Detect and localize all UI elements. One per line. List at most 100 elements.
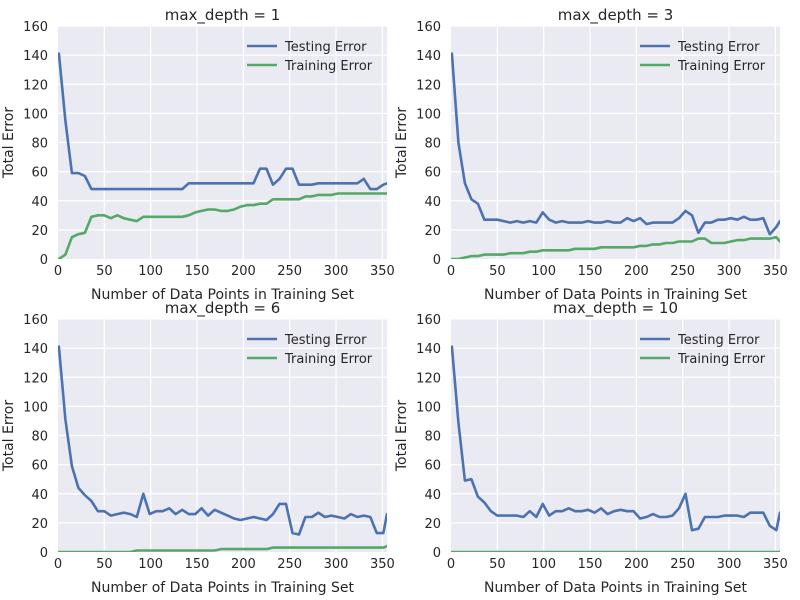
x-tick-label: 50 bbox=[96, 264, 113, 279]
x-tick-label: 350 bbox=[370, 264, 395, 279]
y-tick-label: 80 bbox=[424, 430, 441, 445]
y-tick-label: 0 bbox=[40, 253, 48, 268]
y-tick-label: 60 bbox=[31, 166, 48, 181]
y-tick-label: 40 bbox=[424, 488, 441, 503]
legend: Testing Error Training Error bbox=[640, 40, 766, 74]
series-group bbox=[451, 345, 780, 552]
x-tick-label: 0 bbox=[447, 264, 455, 279]
x-tick-label: 100 bbox=[138, 557, 163, 572]
x-tick-label: 250 bbox=[277, 264, 302, 279]
x-tick-label: 50 bbox=[96, 557, 113, 572]
series-line-testing-error bbox=[58, 345, 387, 536]
x-tick-label: 150 bbox=[185, 557, 210, 572]
y-tick-label: 120 bbox=[23, 78, 48, 93]
subplot-4: 0 50 100 150 200 250 300 350 0 20 40 60 80 100 120 140 1… bbox=[394, 299, 788, 596]
legend-label: Training Error bbox=[677, 352, 766, 367]
legend-label: Testing Error bbox=[284, 333, 367, 348]
x-tick-label: 100 bbox=[138, 264, 163, 279]
y-tick-label: 80 bbox=[31, 430, 48, 445]
y-tick-label: 20 bbox=[31, 517, 48, 532]
legend: Testing Error Training Error bbox=[247, 40, 373, 74]
y-axis-label: Total Error bbox=[1, 107, 17, 180]
subplot-3: 0 50 100 150 200 250 300 350 0 20 40 60 80 100 120 140 1… bbox=[1, 299, 395, 596]
y-tick-label: 160 bbox=[23, 20, 48, 35]
y-tick-label: 80 bbox=[31, 137, 48, 152]
y-tick-label: 40 bbox=[424, 195, 441, 210]
y-tick-label: 140 bbox=[23, 49, 48, 64]
x-axis-label: Number of Data Points in Training Set bbox=[91, 580, 354, 596]
legend-label: Training Error bbox=[284, 59, 373, 74]
series-line-training-error bbox=[58, 544, 387, 552]
x-tick-label: 200 bbox=[231, 557, 256, 572]
x-tick-label: 300 bbox=[717, 557, 742, 572]
subplot-title: max_depth = 6 bbox=[165, 299, 281, 318]
x-tick-label: 250 bbox=[277, 557, 302, 572]
x-tick-label: 100 bbox=[531, 264, 556, 279]
y-tick-label: 60 bbox=[31, 459, 48, 474]
y-tick-label: 160 bbox=[416, 313, 441, 328]
legend-label: Testing Error bbox=[677, 333, 760, 348]
y-axis-label: Total Error bbox=[394, 400, 410, 473]
y-tick-label: 40 bbox=[31, 195, 48, 210]
series-line-training-error bbox=[451, 235, 780, 259]
x-tick-label: 150 bbox=[578, 264, 603, 279]
x-tick-label: 250 bbox=[670, 557, 695, 572]
x-tick-label: 200 bbox=[624, 557, 649, 572]
y-axis-label: Total Error bbox=[394, 107, 410, 180]
subplot-1: 0 50 100 150 200 250 300 350 0 20 40 60 80 100 120 140 1… bbox=[1, 6, 395, 303]
y-axis-label: Total Error bbox=[1, 400, 17, 473]
y-tick-label: 100 bbox=[23, 400, 48, 415]
x-tick-label: 300 bbox=[717, 264, 742, 279]
y-tick-label: 20 bbox=[31, 224, 48, 239]
x-axis-label: Number of Data Points in Training Set bbox=[91, 287, 354, 303]
subplot-title: max_depth = 3 bbox=[558, 6, 674, 25]
x-axis-label: Number of Data Points in Training Set bbox=[484, 580, 747, 596]
x-tick-label: 300 bbox=[324, 264, 349, 279]
x-tick-label: 250 bbox=[670, 264, 695, 279]
y-tick-label: 40 bbox=[31, 488, 48, 503]
x-axis-label: Number of Data Points in Training Set bbox=[484, 287, 747, 303]
x-tick-label: 350 bbox=[763, 264, 788, 279]
y-tick-label: 20 bbox=[424, 224, 441, 239]
y-tick-label: 120 bbox=[416, 371, 441, 386]
legend-label: Training Error bbox=[284, 352, 373, 367]
y-tick-label: 140 bbox=[416, 342, 441, 357]
x-tick-label: 0 bbox=[447, 557, 455, 572]
x-tick-label: 300 bbox=[324, 557, 349, 572]
legend-label: Testing Error bbox=[677, 40, 760, 55]
series-group bbox=[58, 52, 387, 259]
y-tick-label: 160 bbox=[416, 20, 441, 35]
y-tick-label: 80 bbox=[424, 137, 441, 152]
subplot-2: 0 50 100 150 200 250 300 350 0 20 40 60 80 100 120 140 1… bbox=[394, 6, 788, 303]
y-tick-label: 20 bbox=[424, 517, 441, 532]
x-tick-label: 150 bbox=[578, 557, 603, 572]
series-line-testing-error bbox=[451, 345, 780, 532]
series-line-testing-error bbox=[58, 52, 387, 191]
y-tick-label: 140 bbox=[416, 49, 441, 64]
x-tick-label: 0 bbox=[54, 557, 62, 572]
subplot-title: max_depth = 1 bbox=[165, 6, 281, 25]
legend-label: Testing Error bbox=[284, 40, 367, 55]
legend-label: Training Error bbox=[677, 59, 766, 74]
y-tick-label: 100 bbox=[416, 107, 441, 122]
x-tick-label: 100 bbox=[531, 557, 556, 572]
y-tick-label: 100 bbox=[416, 400, 441, 415]
series-line-testing-error bbox=[451, 52, 780, 236]
x-tick-label: 50 bbox=[489, 264, 506, 279]
y-tick-label: 60 bbox=[424, 166, 441, 181]
series-group bbox=[451, 52, 780, 259]
x-tick-label: 150 bbox=[185, 264, 210, 279]
x-tick-label: 200 bbox=[624, 264, 649, 279]
y-tick-label: 60 bbox=[424, 459, 441, 474]
x-tick-label: 200 bbox=[231, 264, 256, 279]
y-tick-label: 120 bbox=[416, 78, 441, 93]
x-tick-label: 0 bbox=[54, 264, 62, 279]
y-tick-label: 140 bbox=[23, 342, 48, 357]
y-tick-label: 0 bbox=[40, 546, 48, 561]
subplot-title: max_depth = 10 bbox=[553, 299, 678, 318]
series-line-training-error bbox=[58, 192, 387, 259]
y-tick-label: 0 bbox=[433, 546, 441, 561]
legend: Testing Error Training Error bbox=[640, 333, 766, 367]
legend: Testing Error Training Error bbox=[247, 333, 373, 367]
